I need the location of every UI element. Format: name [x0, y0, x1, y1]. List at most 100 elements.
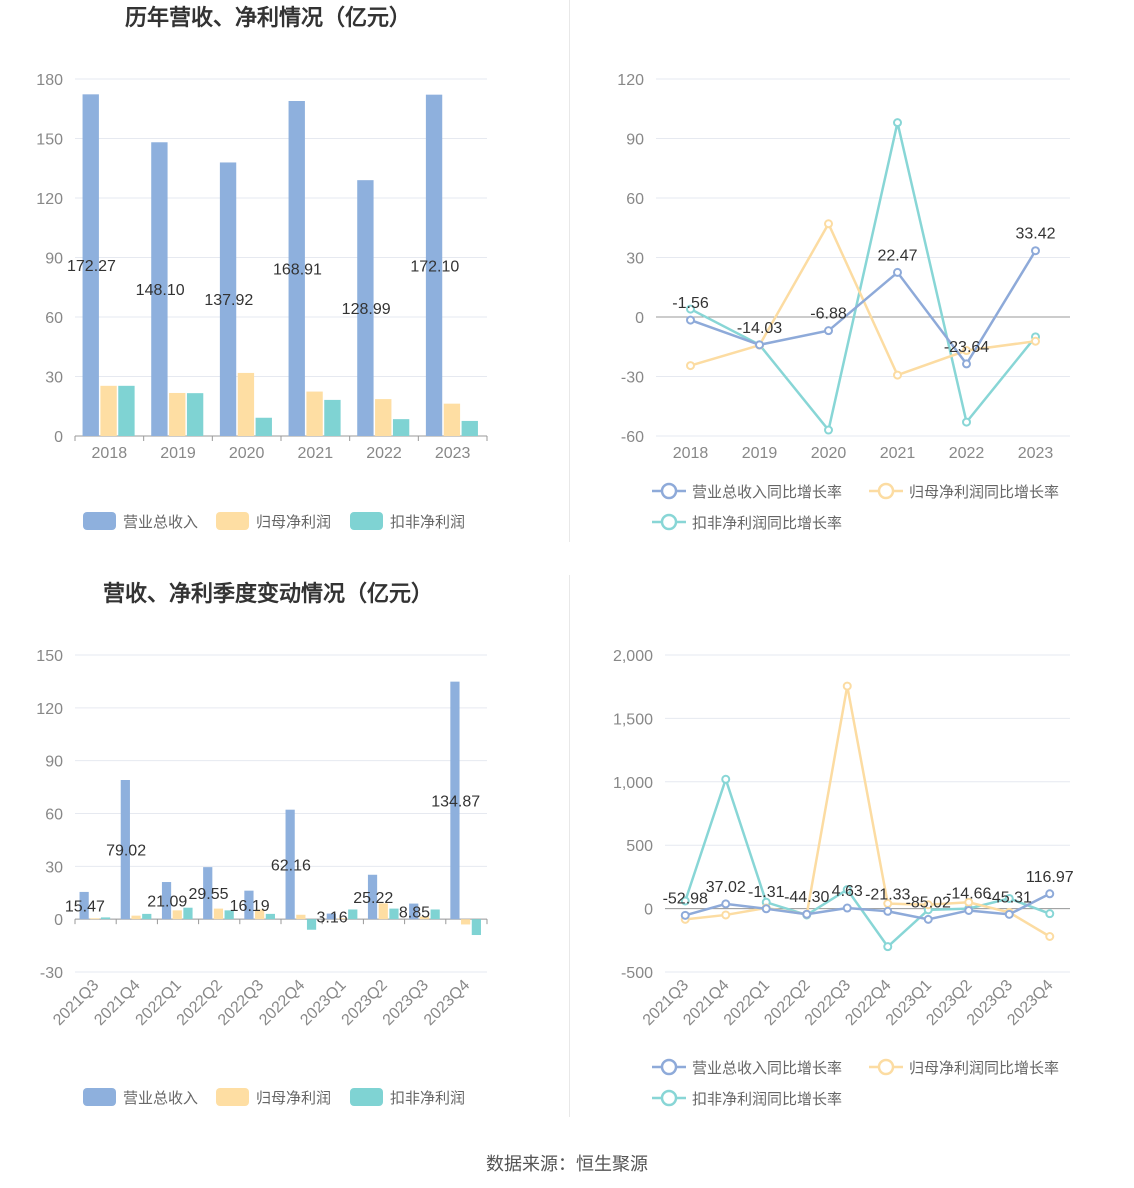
bar-net-profit: [296, 914, 306, 920]
y-tick-label: 90: [45, 251, 63, 268]
data-label: 116.97: [1026, 869, 1074, 886]
bar-net-profit: [461, 919, 471, 925]
bar-revenue: [161, 882, 172, 920]
x-tick-label: 2023: [435, 445, 471, 462]
y-tick-label: 0: [54, 429, 63, 446]
y-tick-label: 180: [36, 72, 63, 89]
y-tick-label: 90: [626, 132, 644, 149]
data-label: 128.99: [342, 301, 391, 318]
bar-deducted-profit: [430, 909, 440, 920]
x-tick-label: 2022: [949, 445, 985, 462]
bar-net-profit: [169, 392, 186, 436]
data-label: -52.98: [663, 890, 708, 907]
data-label: 29.55: [188, 886, 228, 903]
bar-revenue: [425, 94, 443, 436]
point-net-growth: [923, 900, 933, 910]
data-label: -85.02: [906, 894, 951, 911]
legend-label: 归母净利润: [256, 1089, 331, 1107]
x-tick-label: 2018: [673, 445, 709, 462]
point-deducted-growth: [893, 118, 902, 128]
point-revenue-growth: [721, 899, 731, 909]
bar-net-profit: [337, 918, 347, 920]
data-label: 15.47: [65, 899, 105, 916]
legend-label: 归母净利润: [256, 513, 331, 531]
point-revenue-growth: [686, 315, 695, 325]
data-label: 168.91: [273, 261, 322, 278]
point-net-growth: [686, 361, 695, 371]
data-label: 22.47: [877, 247, 917, 264]
bar-deducted-profit: [255, 417, 272, 436]
point-net-growth: [962, 346, 971, 356]
data-label: -14.03: [737, 320, 782, 337]
data-label: 37.02: [706, 879, 746, 896]
bar-net-profit: [378, 903, 388, 920]
bar-revenue: [120, 780, 130, 920]
data-label: 25.22: [353, 890, 393, 907]
point-deducted-growth: [680, 896, 690, 906]
bar-net-profit: [90, 918, 100, 920]
legend-marker: [660, 1058, 678, 1076]
y-tick-label: 500: [626, 838, 653, 855]
y-tick-label: 0: [54, 912, 63, 929]
bar-revenue: [285, 809, 295, 920]
bar-revenue: [367, 874, 378, 920]
point-revenue-growth: [883, 906, 893, 916]
bar-revenue: [151, 142, 168, 437]
data-label: -1.31: [748, 884, 785, 901]
bar-deducted-profit: [471, 919, 481, 936]
bar-net-profit: [172, 910, 182, 920]
y-tick-label: 30: [45, 859, 63, 876]
legend-marker: [877, 1058, 895, 1076]
point-revenue-growth: [755, 340, 764, 350]
x-tick-label: 2020: [811, 445, 847, 462]
x-tick-label: 2020: [229, 445, 265, 462]
bar-deducted-profit: [348, 909, 358, 920]
point-net-growth: [824, 219, 833, 229]
legend-marker: [660, 482, 678, 500]
x-tick-label: 2021: [298, 445, 334, 462]
legend-label: 扣非净利润同比增长率: [692, 1090, 842, 1108]
data-label: 148.10: [136, 282, 185, 299]
legend-marker: [660, 1089, 678, 1107]
x-tick-label: 2023Q4: [1004, 977, 1056, 1029]
bar-deducted-profit: [389, 908, 399, 920]
data-label: -21.33: [865, 886, 910, 903]
legend-label: 扣非净利润: [390, 1089, 465, 1107]
x-tick-label: 2019: [160, 445, 196, 462]
point-deducted-growth: [686, 304, 695, 314]
y-tick-label: 1,500: [613, 711, 653, 728]
bar-revenue: [219, 162, 237, 436]
y-tick-label: 60: [45, 807, 63, 824]
legend-swatch: [83, 512, 116, 530]
line-net-growth: [685, 685, 1051, 938]
quarterly-growth-chart: 营收、净利同比增长率季度变动情况（%）-50005001,0001,5002,0…: [613, 648, 1074, 1108]
y-tick-label: 150: [36, 648, 63, 665]
data-label: 21.09: [147, 894, 187, 911]
y-tick-label: 60: [45, 310, 63, 327]
annual-growth-chart: 历年营收、净利同比增长率情况（%）-60-3003060901202018201…: [617, 72, 1070, 532]
bar-deducted-profit: [183, 907, 193, 920]
y-tick-label: 150: [36, 132, 63, 149]
bar-net-profit: [443, 403, 461, 436]
data-label: -23.64: [944, 339, 989, 356]
point-net-growth: [1031, 336, 1040, 346]
vertical-divider-top: [569, 0, 570, 542]
legend-label: 归母净利润同比增长率: [909, 1059, 1059, 1077]
panel-annual-values: 历年营收、净利情况（亿元） 0 30 60 90 120 150 180 2018 2019 202…: [0, 0, 567, 575]
data-label: 33.42: [1015, 226, 1055, 243]
y-tick-label: 90: [45, 754, 63, 771]
point-deducted-growth: [962, 417, 971, 427]
bar-net-profit: [306, 391, 323, 436]
chart-title: 营收、净利季度变动情况（亿元）: [103, 581, 433, 607]
y-tick-label: 2,000: [613, 648, 653, 665]
bar-deducted-profit: [461, 420, 478, 436]
bar-net-profit: [375, 399, 392, 436]
y-tick-label: 120: [36, 191, 63, 208]
y-tick-label: -500: [621, 965, 653, 982]
data-label: -14.66: [946, 885, 991, 902]
data-label: 172.10: [410, 258, 459, 275]
bar-net-profit: [131, 915, 141, 920]
bar-revenue: [326, 913, 336, 920]
point-revenue-growth: [1031, 246, 1040, 256]
data-label: 137.92: [204, 292, 253, 309]
